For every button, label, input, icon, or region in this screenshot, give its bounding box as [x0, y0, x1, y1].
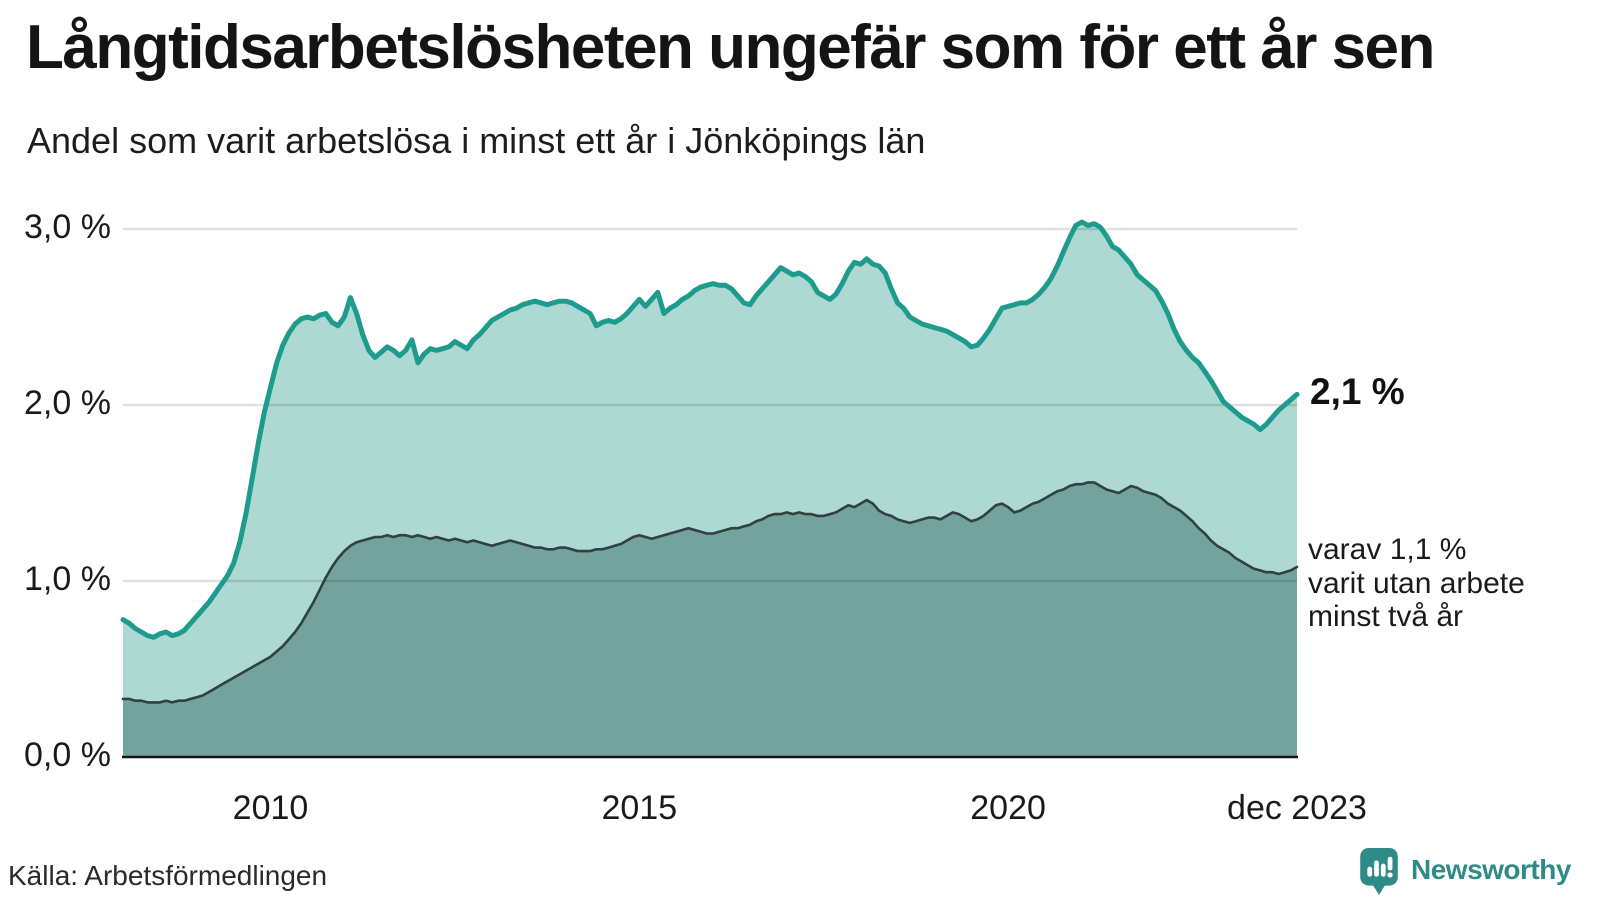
series2-area-fill [123, 482, 1297, 757]
y-tick-label: 1,0 % [24, 560, 111, 598]
page-title: Långtidsarbetslösheten ungefär som för e… [26, 13, 1435, 82]
series1-line [120, 219, 1300, 640]
x-tick-label: dec 2023 [1227, 789, 1367, 827]
x-tick-label: 2010 [232, 789, 309, 827]
annotation-line-3: minst två år [1308, 600, 1464, 633]
newsworthy-wordmark: Newsworthy [1411, 854, 1571, 885]
source-note: Källa: Arbetsförmedlingen [8, 860, 328, 891]
newsworthy-logo: Newsworthy [1360, 848, 1571, 895]
annotation-line-2: varit utan arbete [1308, 566, 1525, 600]
y-tick-label: 2,0 % [24, 384, 111, 422]
annotation-line-1: varav 1,1 % [1308, 533, 1467, 566]
x-axis-labels: 2010 2015 2020 dec 2023 [0, 789, 1600, 829]
newsworthy-icon [1360, 848, 1398, 895]
x-tick-label: 2020 [970, 789, 1046, 827]
chart-subtitle: Andel som varit arbetslösa i minst ett å… [27, 120, 926, 161]
series2-line [121, 481, 1299, 704]
series2-annotation: varav 1,1 % varit utan arbete minst två … [1308, 533, 1525, 634]
y-tick-label: 0,0 % [24, 736, 111, 774]
x-tick-label: 2015 [601, 789, 678, 827]
series-end-value-label: 2,1 % [1310, 371, 1405, 412]
y-tick-label: 3,0 % [24, 208, 111, 246]
